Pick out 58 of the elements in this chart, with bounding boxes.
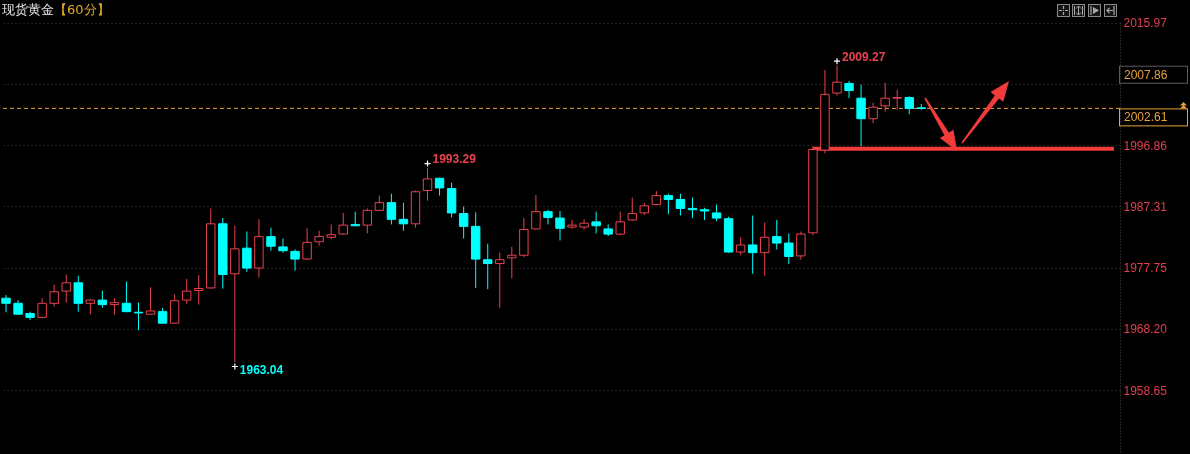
- candlestick: [133, 302, 144, 331]
- candlestick: [663, 193, 674, 215]
- candlestick: [169, 293, 180, 325]
- candlestick: [880, 82, 890, 113]
- candlestick: [796, 231, 806, 261]
- candlestick: [1, 294, 11, 313]
- candlestick: [458, 206, 469, 240]
- candlestick: [507, 246, 517, 279]
- candlestick: [784, 232, 794, 265]
- candlestick: [73, 275, 83, 313]
- chart-subtitle: 【60分】: [54, 2, 110, 17]
- candlestick: [495, 252, 505, 309]
- candlestick: [483, 243, 493, 290]
- candlestick: [145, 286, 156, 316]
- candlestick: [868, 102, 878, 124]
- candlestick: [844, 80, 854, 99]
- candlestick: [760, 222, 770, 277]
- candlestick: [675, 193, 686, 216]
- candlestick: [338, 212, 348, 236]
- candlestick: [579, 218, 589, 231]
- candlestick: [856, 84, 866, 147]
- annotation: 1963.04: [239, 363, 284, 378]
- ref-line-label: 2002.61: [1124, 110, 1168, 125]
- candlestick: [832, 65, 842, 97]
- candlestick: [290, 248, 300, 272]
- candlestick: [362, 207, 373, 234]
- candlestick: [314, 230, 324, 247]
- candlestick: [555, 210, 565, 241]
- candlestick: [627, 197, 637, 222]
- y-tick-label: 2015.97: [1123, 16, 1168, 31]
- candlestick: [772, 219, 782, 250]
- candlestick: [591, 211, 601, 234]
- y-tick-label: 1977.75: [1123, 261, 1168, 276]
- y-tick-label: 1958.65: [1123, 383, 1168, 398]
- candlestick: [121, 281, 132, 313]
- candlestick: [543, 209, 553, 225]
- candlestick: [386, 193, 397, 225]
- y-tick-label: 1968.20: [1123, 322, 1168, 337]
- candlestick: [531, 194, 541, 231]
- annotation: 2009.27: [841, 49, 886, 64]
- candlestick: [422, 167, 433, 202]
- candlestick: [49, 284, 59, 307]
- candlestick: [242, 231, 252, 273]
- chart-title: 现货黄金: [2, 2, 54, 17]
- candlestick: [181, 278, 192, 305]
- candlestick: [61, 273, 71, 304]
- y-tick-label: 1996.86: [1123, 138, 1168, 153]
- candlestick: [302, 227, 312, 261]
- candlestick: [278, 238, 288, 254]
- annotation: 1993.29: [432, 152, 477, 167]
- candlestick: [193, 274, 204, 306]
- y-tick-label: 1987.31: [1123, 199, 1168, 214]
- candlestick: [615, 211, 625, 236]
- candlestick: [892, 89, 902, 111]
- candlestick: [567, 219, 577, 230]
- text: 2007.86: [1124, 67, 1168, 82]
- candlestick: [747, 214, 758, 275]
- candlestick: [266, 227, 276, 252]
